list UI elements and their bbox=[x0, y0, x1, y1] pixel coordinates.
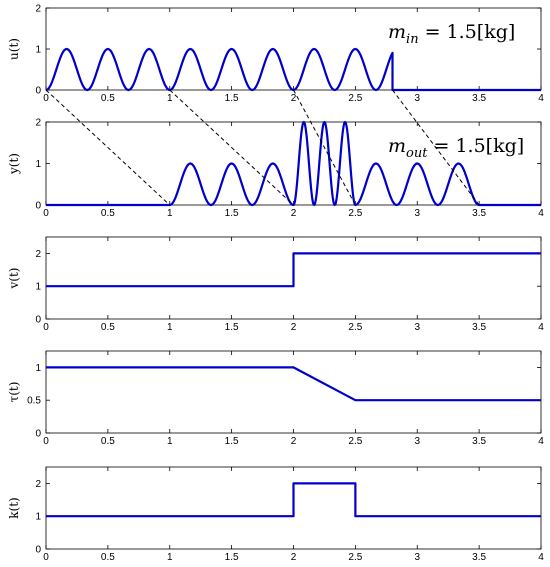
x-tick-label: 3.5 bbox=[472, 436, 486, 447]
x-tick-label: 2.5 bbox=[348, 552, 362, 563]
x-tick-label: 2 bbox=[291, 93, 297, 104]
x-tick-label: 1 bbox=[167, 552, 173, 563]
x-tick-label: 3 bbox=[414, 208, 420, 219]
x-tick-label: 2.5 bbox=[348, 208, 362, 219]
x-tick-label: 4 bbox=[538, 552, 544, 563]
x-tick-label: 3 bbox=[414, 552, 420, 563]
y-tick-label: 0 bbox=[35, 201, 41, 212]
x-tick-label: 1.5 bbox=[225, 93, 239, 104]
x-tick-label: 1.5 bbox=[225, 208, 239, 219]
panel-4: 0 0.5 1 1.5 2 2.5 3 3.5 4 0 0.5 1 τ(t) bbox=[7, 350, 544, 447]
delay-line bbox=[293, 89, 356, 206]
series-line bbox=[46, 482, 541, 518]
x-tick-label: 2 bbox=[291, 552, 297, 563]
y-axis-label: k(t) bbox=[7, 497, 21, 518]
series-line bbox=[45, 47, 541, 92]
y-tick-label: 1 bbox=[35, 512, 41, 523]
x-tick-label: 1.5 bbox=[225, 322, 239, 333]
y-tick-label: 1 bbox=[35, 282, 41, 293]
delay-lines bbox=[45, 89, 480, 206]
axes-frame bbox=[45, 350, 542, 434]
y-axis-label: v(t) bbox=[7, 268, 21, 290]
x-tick-label: 2 bbox=[291, 208, 297, 219]
x-tick-label: 1 bbox=[167, 436, 173, 447]
x-tick-label: 2.5 bbox=[348, 93, 362, 104]
x-tick-label: 0 bbox=[43, 208, 49, 219]
y-tick-label: 1 bbox=[35, 159, 41, 170]
mass-annotation: min = 1.5[kg] bbox=[388, 21, 515, 47]
y-tick-label: 2 bbox=[35, 4, 41, 15]
y-tick-label: 0 bbox=[35, 429, 41, 440]
x-tick-label: 4 bbox=[538, 93, 544, 104]
x-tick-label: 1 bbox=[167, 322, 173, 333]
x-tick-label: 0.5 bbox=[101, 436, 115, 447]
x-tick-label: 0 bbox=[43, 93, 49, 104]
x-tick-label: 3.5 bbox=[472, 93, 486, 104]
x-tick-label: 0.5 bbox=[101, 93, 115, 104]
mass-annotation: mout = 1.5[kg] bbox=[388, 135, 524, 161]
x-tick-label: 3 bbox=[414, 436, 420, 447]
x-tick-label: 0 bbox=[43, 322, 49, 333]
x-tick-label: 3 bbox=[414, 322, 420, 333]
x-tick-label: 0.5 bbox=[101, 208, 115, 219]
y-tick-label: 1 bbox=[35, 363, 41, 374]
panel-2: 0 0.5 1 1.5 2 2.5 3 3.5 4 0 1 2 y(t) mout = 1.5[kg] bbox=[7, 118, 544, 220]
x-tick-label: 4 bbox=[538, 208, 544, 219]
y-axis-label: u(t) bbox=[7, 38, 21, 60]
panel-1: 0 0.5 1 1.5 2 2.5 3 3.5 4 0 1 2 u(t) min = 1.5[kg] bbox=[7, 4, 544, 105]
series-line bbox=[46, 252, 541, 288]
y-tick-label: 0 bbox=[35, 86, 41, 97]
x-tick-label: 3.5 bbox=[472, 552, 486, 563]
x-tick-label: 1 bbox=[167, 208, 173, 219]
x-tick-label: 1 bbox=[167, 93, 173, 104]
x-tick-label: 2.5 bbox=[348, 436, 362, 447]
panels: 0 0.5 1 1.5 2 2.5 3 3.5 4 0 1 2 u(t) min = 1.5[kg] 0 0.… bbox=[7, 4, 544, 564]
y-tick-label: 0.5 bbox=[27, 396, 41, 407]
x-tick-label: 1.5 bbox=[225, 552, 239, 563]
x-tick-label: 0.5 bbox=[101, 552, 115, 563]
y-tick-label: 2 bbox=[35, 118, 41, 129]
x-tick-label: 3.5 bbox=[472, 322, 486, 333]
x-tick-label: 0 bbox=[43, 552, 49, 563]
x-tick-label: 2.5 bbox=[348, 322, 362, 333]
y-axis-label: τ(t) bbox=[7, 382, 21, 403]
x-tick-label: 2 bbox=[291, 322, 297, 333]
x-tick-label: 1.5 bbox=[225, 436, 239, 447]
x-tick-label: 0 bbox=[43, 436, 49, 447]
panel-5: 0 0.5 1 1.5 2 2.5 3 3.5 4 0 1 2 k(t) bbox=[7, 466, 544, 563]
y-tick-label: 0 bbox=[35, 315, 41, 326]
x-tick-label: 2 bbox=[291, 436, 297, 447]
y-tick-label: 2 bbox=[35, 479, 41, 490]
y-axis-label: y(t) bbox=[7, 153, 21, 175]
y-tick-label: 2 bbox=[35, 249, 41, 260]
x-tick-label: 3.5 bbox=[472, 208, 486, 219]
y-tick-label: 0 bbox=[35, 545, 41, 556]
x-tick-label: 4 bbox=[538, 322, 544, 333]
y-tick-label: 1 bbox=[35, 45, 41, 56]
delay-line bbox=[392, 89, 480, 206]
panel-3: 0 0.5 1 1.5 2 2.5 3 3.5 4 0 1 2 v(t) bbox=[7, 236, 544, 333]
x-tick-label: 0.5 bbox=[101, 322, 115, 333]
series-line bbox=[46, 120, 541, 207]
x-tick-label: 4 bbox=[538, 436, 544, 447]
delay-line bbox=[45, 89, 171, 206]
series-line bbox=[46, 366, 541, 402]
delay-line bbox=[169, 89, 294, 206]
x-tick-label: 3 bbox=[414, 93, 420, 104]
